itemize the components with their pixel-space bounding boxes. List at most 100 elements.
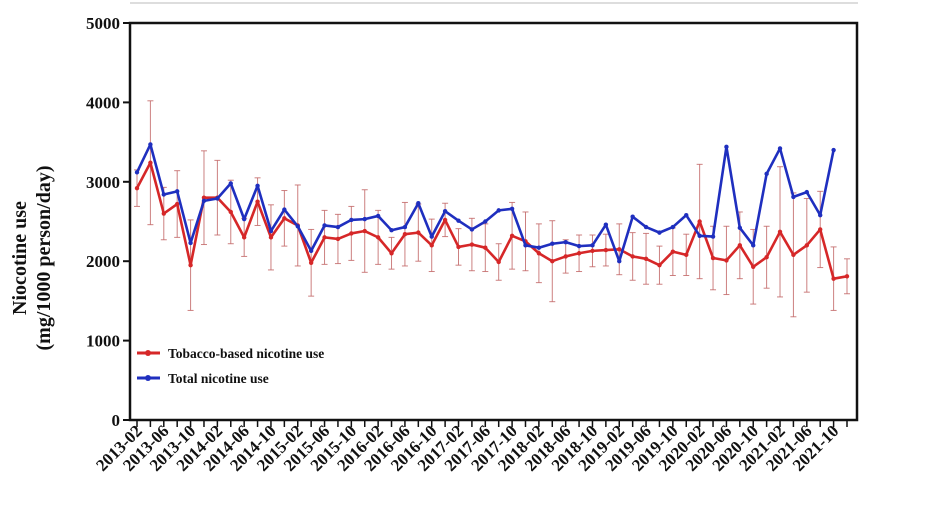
legend-entry-total: Total nicotine use [137,371,269,386]
point-tobacco-40 [670,249,676,254]
point-total-0 [134,170,140,175]
point-tobacco-22 [429,243,434,248]
point-total-10 [268,228,274,234]
point-tobacco-49 [791,252,796,258]
point-tobacco-39 [657,262,662,268]
y-tick-label-1000: 1000 [86,332,120,351]
point-total-9 [255,183,260,188]
point-total-40 [670,224,676,230]
point-total-44 [724,144,729,150]
point-tobacco-11 [282,216,287,221]
point-tobacco-52 [831,276,836,281]
point-tobacco-19 [389,251,394,256]
legend-label-total: Total nicotine use [168,371,269,386]
point-total-37 [630,214,635,219]
point-tobacco-46 [751,264,756,269]
point-tobacco-13 [308,260,314,265]
point-total-43 [710,234,716,239]
point-total-41 [684,212,689,218]
point-total-49 [791,194,796,200]
point-tobacco-36 [617,247,622,252]
point-tobacco-2 [161,211,166,216]
point-total-32 [563,239,568,245]
y-axis-title-line2: (mg/1000 person/day) [33,166,55,351]
point-tobacco-5 [201,195,207,200]
point-tobacco-41 [684,252,689,258]
point-tobacco-24 [456,244,461,250]
point-tobacco-1 [148,160,153,165]
point-total-22 [429,234,434,239]
point-tobacco-20 [402,232,408,237]
point-tobacco-38 [643,256,649,262]
point-total-16 [349,217,354,223]
point-total-26 [483,219,488,224]
point-total-17 [362,216,367,222]
point-tobacco-3 [174,201,180,207]
point-total-30 [536,245,542,250]
point-total-35 [603,222,609,227]
point-total-46 [751,243,756,248]
point-total-39 [657,230,662,235]
point-tobacco-10 [268,235,274,240]
point-tobacco-14 [322,235,327,240]
y-tick-label-5000: 5000 [86,14,120,33]
point-total-18 [375,213,381,219]
point-tobacco-15 [335,236,341,242]
legend-marker-total [145,375,151,381]
point-total-3 [174,189,180,194]
point-tobacco-47 [764,255,769,260]
point-total-42 [697,233,702,238]
legend-label-tobacco: Tobacco-based nicotine use [168,346,324,361]
point-tobacco-50 [804,243,810,248]
point-total-21 [416,201,421,206]
y-axis-title: Niocotine use (mg/1000 person/day) [9,166,55,351]
point-total-29 [523,243,528,248]
point-tobacco-0 [134,185,140,191]
point-tobacco-18 [375,235,381,240]
point-tobacco-32 [563,254,568,259]
point-tobacco-28 [509,233,515,238]
point-tobacco-53 [844,274,850,279]
point-total-51 [818,212,823,218]
point-tobacco-42 [697,219,702,224]
point-tobacco-30 [536,251,542,256]
y-tick-label-2000: 2000 [86,252,120,271]
point-tobacco-51 [818,227,823,232]
point-total-31 [550,241,555,246]
point-total-4 [188,240,193,246]
point-tobacco-43 [710,255,716,261]
point-total-6 [215,196,220,201]
point-tobacco-48 [777,229,783,235]
point-total-47 [764,171,769,177]
point-tobacco-9 [255,199,260,204]
point-tobacco-7 [228,209,233,215]
point-total-15 [335,224,341,230]
series-line-tobacco [135,161,848,280]
point-total-33 [576,243,582,249]
point-tobacco-4 [188,262,193,268]
point-total-23 [442,208,448,214]
point-total-52 [831,147,836,153]
point-tobacco-45 [737,243,743,248]
point-total-1 [148,142,153,147]
point-tobacco-33 [576,251,582,256]
y-axis-title-line1: Niocotine use [9,201,31,315]
point-total-7 [228,181,233,186]
point-total-12 [295,224,300,229]
legend: Tobacco-based nicotine use Total nicotin… [137,346,324,386]
point-tobacco-26 [483,245,488,250]
point-tobacco-44 [724,258,729,263]
point-tobacco-16 [349,231,354,236]
point-total-8 [241,216,247,222]
y-tick-label-4000: 4000 [86,93,120,112]
point-total-14 [322,223,327,228]
point-tobacco-37 [630,254,635,259]
legend-entry-tobacco: Tobacco-based nicotine use [137,346,324,361]
y-tick-label-3000: 3000 [86,173,120,192]
point-tobacco-21 [416,230,421,235]
point-total-11 [282,207,287,212]
point-total-28 [509,206,515,211]
point-total-25 [469,227,475,232]
point-tobacco-31 [550,259,555,264]
